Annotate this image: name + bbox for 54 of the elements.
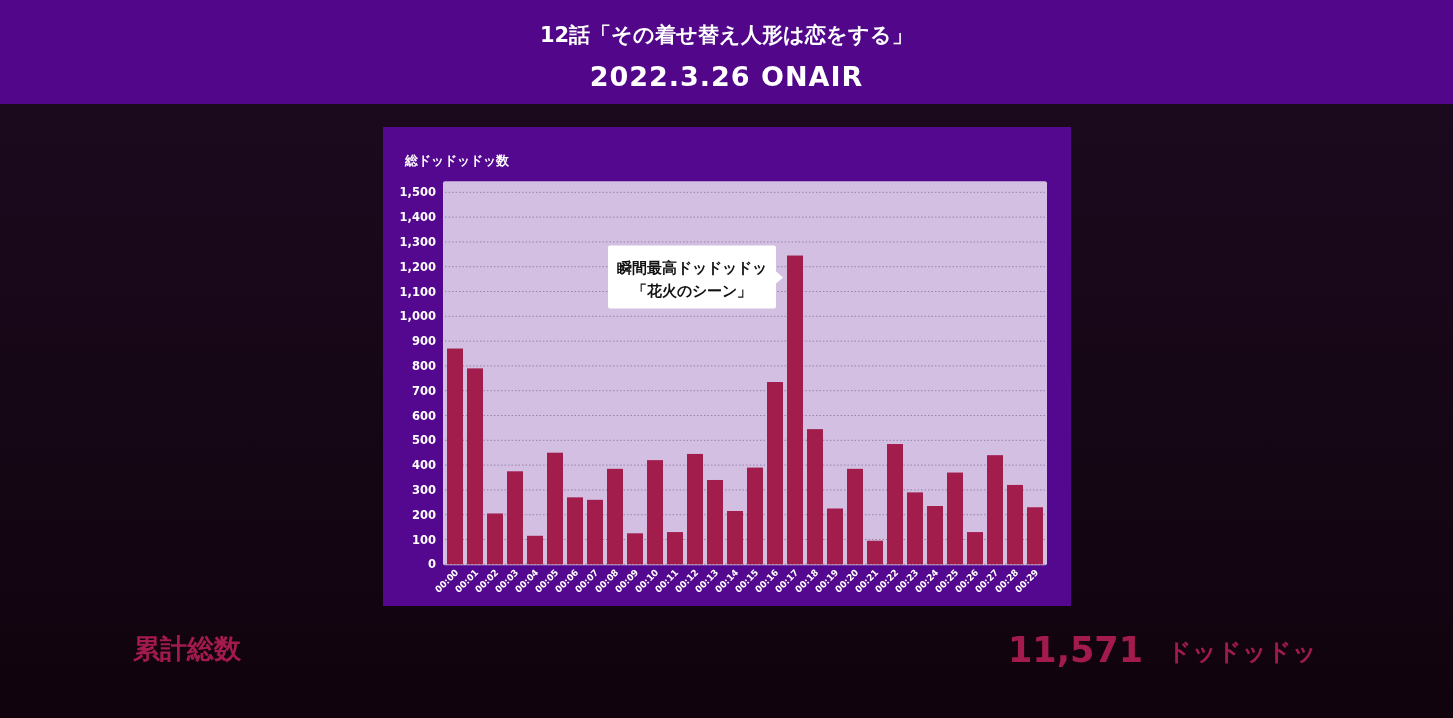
bar bbox=[507, 471, 523, 565]
chart-title: 12話「その着せ替え人形は恋をする」 bbox=[539, 23, 914, 47]
callout: 瞬間最高ドッドッドッ「花火のシーン」 bbox=[608, 245, 783, 309]
bar bbox=[567, 497, 583, 565]
y-tick-label: 1,000 bbox=[399, 309, 436, 324]
y-tick-label: 1,200 bbox=[399, 259, 436, 274]
bar bbox=[787, 255, 803, 565]
bar bbox=[727, 510, 743, 565]
bar bbox=[867, 540, 883, 565]
y-tick-label: 400 bbox=[411, 458, 436, 473]
bar bbox=[587, 499, 603, 565]
annotation: 瞬間最高ドッドッドッ「花火のシーン」 bbox=[617, 258, 767, 299]
y-tick-label: 200 bbox=[411, 507, 436, 522]
bar bbox=[467, 368, 483, 565]
y-tick-label: 1,400 bbox=[399, 210, 436, 225]
bar bbox=[887, 444, 903, 565]
bar bbox=[527, 535, 543, 565]
bar bbox=[547, 452, 563, 565]
bar bbox=[687, 453, 703, 565]
text: ドッドッドッ bbox=[1167, 638, 1317, 666]
bar bbox=[967, 532, 983, 565]
bar bbox=[847, 468, 863, 565]
bar bbox=[667, 532, 683, 565]
y-tick-label: 800 bbox=[411, 358, 436, 373]
bar bbox=[807, 429, 823, 565]
bar bbox=[447, 348, 463, 565]
bar bbox=[647, 460, 663, 565]
y-tick-label: 1,500 bbox=[399, 185, 436, 200]
bar bbox=[707, 479, 723, 565]
y-tick-label: 900 bbox=[411, 334, 436, 349]
y-tick-label: 0 bbox=[427, 557, 436, 572]
y-tick-label: 1,100 bbox=[399, 284, 436, 299]
bar bbox=[747, 467, 763, 565]
text: 11,571 bbox=[1007, 630, 1143, 670]
chart-subtitle: 2022.3.26 ONAIR bbox=[589, 61, 864, 92]
y-tick-label: 500 bbox=[411, 433, 436, 448]
bar bbox=[1007, 484, 1023, 565]
y-tick-label: 100 bbox=[411, 532, 436, 547]
bar bbox=[907, 492, 923, 565]
text: 累計総数 bbox=[132, 633, 242, 664]
bar bbox=[607, 468, 623, 565]
y-tick-label: 700 bbox=[411, 383, 436, 398]
bar bbox=[1027, 507, 1043, 565]
bar bbox=[487, 513, 503, 565]
y-tick-label: 300 bbox=[411, 482, 436, 497]
y-tick-label: 600 bbox=[411, 408, 436, 423]
bar bbox=[987, 455, 1003, 565]
bar bbox=[947, 472, 963, 565]
bar bbox=[927, 506, 943, 565]
bar bbox=[627, 533, 643, 565]
y-tick-label: 1,300 bbox=[399, 234, 436, 249]
bar bbox=[767, 382, 783, 565]
y-axis-title: 総ドッドッドッ数 bbox=[404, 153, 510, 168]
bar bbox=[827, 508, 843, 565]
